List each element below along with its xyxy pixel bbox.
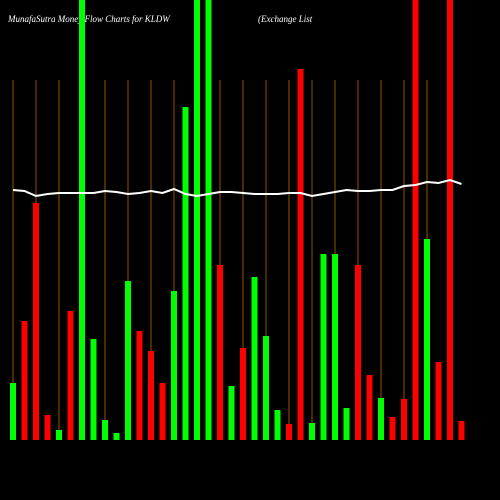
bar: [274, 410, 281, 440]
bar: [148, 351, 154, 440]
bar: [90, 339, 97, 440]
bar: [33, 203, 39, 440]
bar: [458, 421, 465, 440]
bar: [424, 239, 430, 440]
bar: [332, 254, 338, 440]
bar: [343, 408, 350, 440]
bar: [44, 415, 51, 440]
bar: [378, 398, 384, 440]
bar: [67, 311, 74, 440]
bar: [401, 399, 407, 440]
bar: [240, 348, 246, 440]
bar: [79, 0, 85, 440]
chart-title: MunafaSutra Money Flow Charts for KLDW: [7, 14, 171, 24]
bar: [286, 424, 292, 440]
bar: [435, 362, 442, 440]
bar: [56, 430, 62, 440]
bar: [136, 331, 143, 440]
bar: [171, 291, 177, 440]
bar: [320, 254, 327, 440]
bar: [159, 383, 166, 440]
bar: [182, 107, 189, 440]
bar: [102, 420, 108, 440]
bar: [297, 69, 304, 440]
bar: [113, 433, 120, 440]
bar: [389, 417, 396, 440]
bar: [309, 423, 315, 440]
bar: [10, 383, 16, 440]
bar: [194, 0, 200, 440]
bar: [217, 265, 223, 440]
bar: [447, 0, 453, 440]
bar: [125, 281, 131, 440]
bar: [412, 0, 419, 440]
bar: [228, 386, 235, 440]
bar: [366, 375, 373, 440]
bar: [21, 321, 28, 440]
bar: [205, 0, 212, 440]
bar: [251, 277, 258, 440]
bar: [263, 336, 269, 440]
line: [12, 178, 462, 198]
bar: [355, 265, 361, 440]
chart-subtitle: (Exchange List: [258, 14, 313, 24]
